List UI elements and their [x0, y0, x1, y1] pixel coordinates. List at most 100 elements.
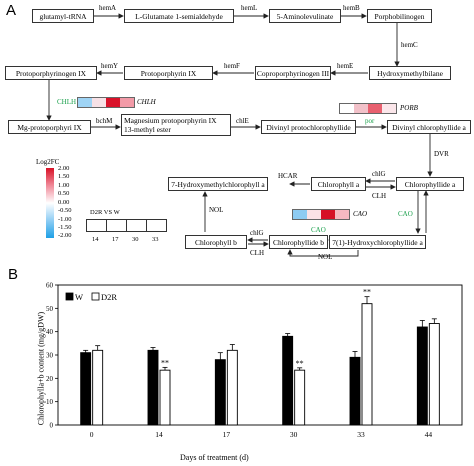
- bar-d2r: [428, 323, 440, 426]
- enzyme-hemC: hemC: [401, 41, 418, 49]
- pathway-arrows: [46, 13, 433, 257]
- bar-w: [282, 335, 294, 426]
- enzyme-chlG-top: chlG: [372, 170, 386, 178]
- legend-grid-day: 30: [132, 236, 139, 243]
- box-chlorophyll-a: Chlorophyll a: [311, 177, 366, 191]
- box-mg-proto-ester: Magnesium protoporphyrin IX 13-methyl es…: [121, 114, 231, 136]
- enzyme-CLH-top: CLH: [372, 192, 386, 200]
- enzyme-DVR: DVR: [434, 150, 449, 158]
- gene-cao-italic: CAO: [353, 210, 367, 218]
- box-coproporphyrinogen: Coproporphyrinogen III: [255, 66, 331, 80]
- legend-label-w: W: [75, 292, 83, 302]
- box-hydroxymethylbilane: Hydroxymethylbilane: [369, 66, 451, 80]
- box-chlorophyll-b: Chlorophyll b: [185, 235, 247, 249]
- bar-d2r: [294, 369, 306, 426]
- heat-cell: [92, 98, 106, 107]
- x-tick-label: 44: [425, 430, 433, 439]
- heat-cell: [307, 210, 321, 219]
- gene-chlh-italic: CHLH: [137, 98, 156, 106]
- box-hydroxymethylchlorophyll: 7-Hydroxymethylchlorophyll a: [168, 177, 268, 191]
- enzyme-hemY: hemY: [101, 62, 119, 70]
- y-tick-label: 50: [46, 305, 54, 313]
- legend-grid: [86, 219, 167, 232]
- heatmap-chlh: [77, 97, 135, 108]
- enzyme-hemE: hemE: [337, 62, 354, 70]
- x-tick-label: 33: [357, 430, 365, 439]
- enzyme-por: por: [365, 117, 375, 125]
- colorbar-tick: -2.00: [58, 232, 72, 239]
- significance-marker: **: [161, 358, 169, 367]
- legend-grid-cell: [107, 220, 127, 231]
- y-tick-label: 30: [46, 352, 54, 360]
- colorbar-tick: 1.50: [58, 173, 70, 180]
- heat-cell: [78, 98, 92, 107]
- bar-d2r: [159, 369, 171, 426]
- box-glutamyl-trna: glutamyl-tRNA: [32, 9, 94, 23]
- x-tick-label: 17: [223, 430, 231, 439]
- colorbar-tick: 0.50: [58, 190, 70, 197]
- x-tick-label: 0: [90, 430, 94, 439]
- enzyme-HCAR: HCAR: [278, 172, 298, 180]
- box-divinyl-protochlorophyllide: Divinyl protochlorophyllide: [261, 120, 356, 134]
- bar-d2r: [361, 303, 373, 426]
- heat-cell: [382, 104, 396, 113]
- colorbar-title: Log2FC: [36, 158, 60, 166]
- bar-w: [349, 356, 361, 426]
- box-mg-protoporphyrin: Mg-protoporphyri IX: [8, 120, 91, 134]
- box-chlorophyllide-a: Chlorophyllide a: [396, 177, 464, 191]
- y-tick-label: 20: [46, 375, 54, 383]
- legend-grid-cell: [87, 220, 107, 231]
- box-porphobilinogen: Porphobilinogen: [367, 9, 432, 23]
- x-tick-label: 30: [290, 430, 298, 439]
- gene-cao-label: CAO: [398, 210, 413, 218]
- enzyme-NOL-bottom: NOL: [318, 253, 333, 261]
- legend-grid-cell: [127, 220, 147, 231]
- box-divinyl-chlorophyllide: Divinyl chlorophyllide a: [387, 120, 471, 134]
- heat-cell: [335, 210, 349, 219]
- x-axis-label: Days of treatment (d): [180, 453, 249, 462]
- enzyme-CLH-bottom: CLH: [250, 249, 264, 257]
- heat-cell: [354, 104, 368, 113]
- legend-label-d2r: D2R: [101, 292, 117, 302]
- enzyme-CAO: CAO: [311, 226, 326, 234]
- mg-proto-ester-line2: 13-methyl ester: [124, 125, 171, 134]
- bar-w: [147, 349, 159, 426]
- heat-cell: [340, 104, 354, 113]
- box-chlorophyllide-b: Chlorophyllide b: [269, 235, 328, 249]
- plot-frame: [57, 284, 463, 426]
- enzyme-hemF: hemF: [224, 62, 240, 70]
- mg-proto-ester-line1: Magnesium protoporphyrin IX: [124, 116, 217, 125]
- box-protoporphyrinogen: Protoporphyrinogen IX: [5, 66, 97, 80]
- heatmap-cao: [292, 209, 350, 220]
- y-tick-label: 10: [46, 398, 54, 406]
- significance-marker: **: [296, 359, 304, 368]
- enzyme-hemB: hemB: [343, 4, 360, 12]
- box-hydroxychlorophyllide: 7(1)-Hydroxychlorophyllide a: [329, 235, 426, 249]
- gene-chlh-label: CHLH: [57, 98, 77, 106]
- heat-cell: [293, 210, 307, 219]
- enzyme-chlG-bottom: chlG: [250, 229, 264, 237]
- box-l-glutamate: L-Glutamate 1-semialdehyde: [124, 9, 234, 23]
- x-tick-label: 14: [155, 430, 163, 439]
- enzyme-bchM: bchM: [96, 117, 113, 125]
- legend-grid-title: D2R VS W: [90, 209, 120, 216]
- heat-cell: [368, 104, 382, 113]
- bar-w: [416, 326, 428, 426]
- heat-cell: [106, 98, 120, 107]
- colorbar-tick: 1.00: [58, 182, 70, 189]
- colorbar-tick: -1.00: [58, 216, 72, 223]
- enzyme-hemL: hemL: [241, 4, 258, 12]
- gene-porb-italic: PORB: [400, 104, 418, 112]
- legend-grid-day: 14: [92, 236, 99, 243]
- legend-swatch-d2r: [91, 292, 100, 301]
- colorbar-tick: -1.50: [58, 224, 72, 231]
- y-tick-label: 40: [46, 328, 54, 336]
- enzyme-chlE: chlE: [236, 117, 249, 125]
- legend-grid-day: 17: [112, 236, 119, 243]
- bar-w: [214, 359, 226, 426]
- y-tick-label: 0: [50, 422, 54, 430]
- significance-marker: **: [363, 288, 371, 297]
- bar-d2r: [226, 349, 238, 426]
- box-protoporphyrin: Protoporphyrin IX: [124, 66, 213, 80]
